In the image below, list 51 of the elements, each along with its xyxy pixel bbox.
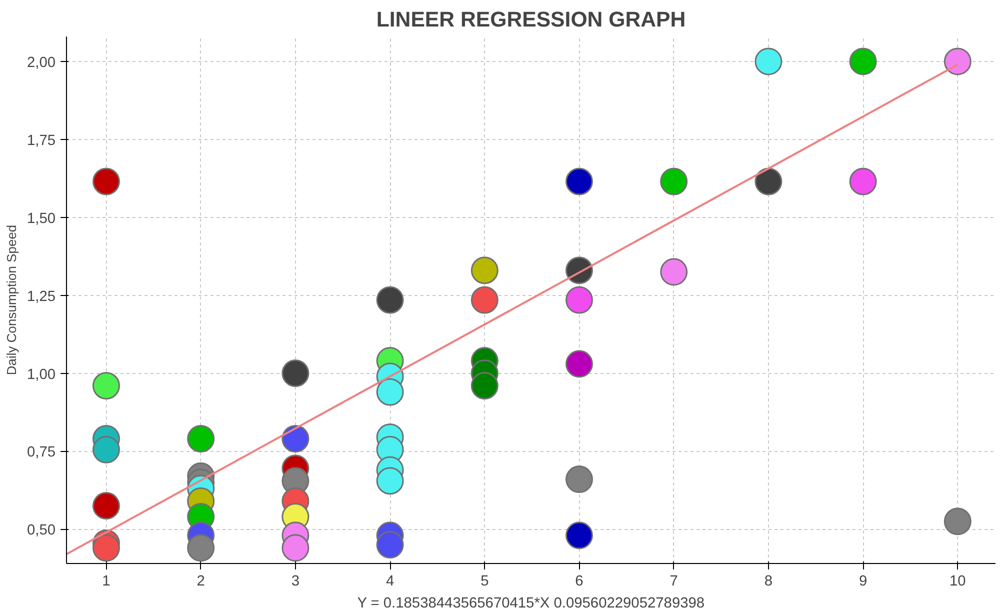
point xyxy=(187,425,215,452)
x-tick-label: 8 xyxy=(764,574,773,590)
point xyxy=(944,48,972,76)
chart-title: LINEER REGRESSION GRAPH xyxy=(376,8,686,32)
point xyxy=(376,531,404,559)
point xyxy=(92,168,120,196)
point xyxy=(565,466,593,494)
point xyxy=(282,425,310,452)
y-tick-label: 2,00 xyxy=(26,54,56,71)
y-tick-label: 1,75 xyxy=(26,132,56,149)
x-tick-label: 2 xyxy=(196,574,205,590)
point xyxy=(849,48,877,76)
point xyxy=(565,350,593,378)
point xyxy=(754,48,782,76)
y-tick-label: 1,00 xyxy=(26,366,56,383)
point xyxy=(376,467,404,495)
y-tick-label: 1,50 xyxy=(26,210,56,227)
point xyxy=(565,522,593,550)
point xyxy=(470,286,498,314)
point xyxy=(565,286,593,314)
y-tick-label: 0,50 xyxy=(26,522,56,539)
point xyxy=(187,534,215,562)
point xyxy=(92,436,120,464)
y-tick-label: 1,25 xyxy=(26,288,56,305)
x-tick-label: 3 xyxy=(291,574,300,590)
point xyxy=(92,534,120,562)
point xyxy=(660,168,688,196)
point xyxy=(470,372,498,400)
point xyxy=(376,286,404,314)
point xyxy=(92,492,120,520)
point xyxy=(282,360,310,388)
point xyxy=(944,508,972,536)
point xyxy=(660,258,688,286)
text: Y = 0.18538443565670415*X 0.09560229052789398 xyxy=(357,596,705,612)
point xyxy=(92,372,120,400)
x-tick-label: 1 xyxy=(102,574,110,590)
point xyxy=(565,168,593,196)
point xyxy=(470,256,498,284)
x-tick-label: 9 xyxy=(858,574,868,590)
point xyxy=(282,534,310,562)
x-tick-label: 4 xyxy=(386,574,394,590)
x-tick-label: 10 xyxy=(950,574,966,590)
x-tick-label: 7 xyxy=(670,574,678,590)
x-tick-label: 6 xyxy=(575,574,584,590)
y-axis-title: Daily Consumption Speed xyxy=(4,224,19,376)
point xyxy=(565,256,593,284)
point xyxy=(376,378,404,406)
point xyxy=(849,168,877,196)
y-tick-label: 0,75 xyxy=(26,444,56,461)
x-tick-label: 5 xyxy=(480,574,489,590)
point xyxy=(754,168,782,196)
